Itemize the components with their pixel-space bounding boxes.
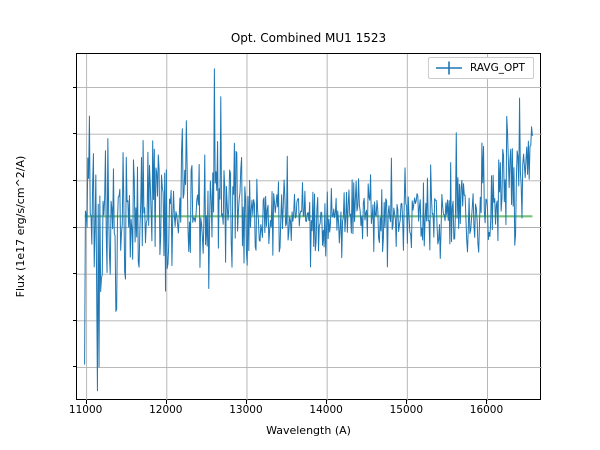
page-title: Opt. Combined MU1 1523 [230, 31, 387, 45]
y-tick-mark [72, 86, 76, 88]
x-tick-label: 12000 [149, 404, 183, 416]
x-tick-label: 16000 [469, 404, 504, 416]
errorbar-marker-icon [436, 61, 462, 75]
x-tick-label: 15000 [389, 404, 423, 416]
y-tick-mark [72, 319, 76, 321]
x-tick-mark [85, 400, 87, 404]
x-tick-mark [326, 400, 328, 404]
legend-label-ravg-opt: RAVG_OPT [470, 62, 525, 74]
x-tick-mark [165, 400, 167, 404]
x-axis-label: Wavelength (A) [266, 424, 351, 437]
x-tick-label: 11000 [68, 404, 103, 416]
x-tick-mark [406, 400, 408, 404]
y-tick-mark [72, 226, 76, 228]
gridlines [77, 54, 542, 401]
y-axis-label: Flux (1e17 erg/s/cm^2/A) [14, 155, 27, 298]
plot-canvas [77, 54, 542, 401]
data-series-ravg-opt [84, 68, 533, 392]
y-tick-mark [72, 179, 76, 181]
series-line-ravg-opt [84, 68, 533, 392]
x-tick-label: 14000 [309, 404, 343, 416]
plot-axes [76, 53, 542, 401]
y-tick-mark [72, 133, 76, 135]
x-tick-mark [486, 400, 488, 404]
y-tick-mark [72, 366, 76, 368]
x-tick-mark [245, 400, 247, 404]
x-tick-label: 13000 [229, 404, 263, 416]
legend[interactable]: RAVG_OPT [428, 57, 534, 79]
y-tick-mark [72, 273, 76, 275]
